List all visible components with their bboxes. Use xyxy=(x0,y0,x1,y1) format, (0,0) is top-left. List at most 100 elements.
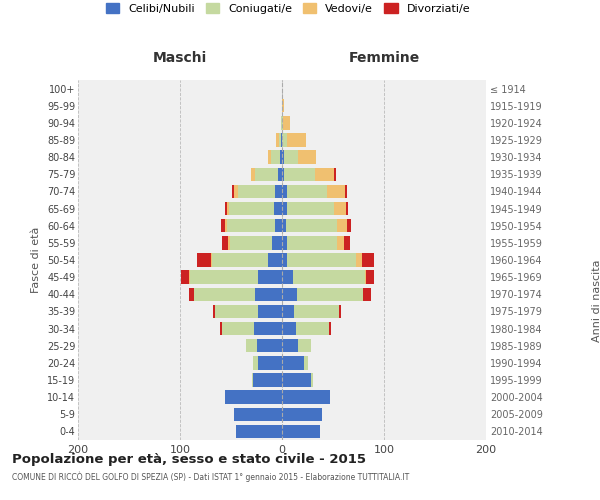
Bar xyxy=(282,424,320,438)
Bar xyxy=(227,202,229,215)
Bar xyxy=(347,219,352,232)
Text: Popolazione per età, sesso e stato civile - 2015: Popolazione per età, sesso e stato civil… xyxy=(12,452,366,466)
Bar xyxy=(227,219,275,232)
Bar xyxy=(222,236,228,250)
Text: Femmine: Femmine xyxy=(349,51,419,65)
Bar xyxy=(253,356,257,370)
Bar xyxy=(282,288,298,301)
Bar xyxy=(282,202,287,215)
Bar xyxy=(211,254,212,266)
Bar xyxy=(212,304,215,318)
Bar xyxy=(225,390,282,404)
Bar xyxy=(283,116,290,130)
Bar xyxy=(282,270,293,284)
Bar xyxy=(194,288,256,301)
Bar xyxy=(362,254,374,266)
Bar xyxy=(282,374,311,386)
Bar xyxy=(234,408,282,421)
Bar xyxy=(225,202,227,215)
Bar xyxy=(222,322,254,336)
Bar xyxy=(334,168,336,181)
Bar xyxy=(253,374,282,386)
Bar xyxy=(282,219,286,232)
Bar xyxy=(212,254,268,266)
Bar xyxy=(225,219,227,232)
Bar xyxy=(268,150,271,164)
Bar xyxy=(327,184,345,198)
Bar xyxy=(282,408,322,421)
Bar xyxy=(365,270,374,284)
Bar xyxy=(282,116,283,130)
Bar xyxy=(287,236,337,250)
Bar xyxy=(287,184,327,198)
Bar xyxy=(282,168,284,181)
Text: COMUNE DI RICCÒ DEL GOLFO DI SPEZIA (SP) - Dati ISTAT 1° gennaio 2015 - Elaboraz: COMUNE DI RICCÒ DEL GOLFO DI SPEZIA (SP)… xyxy=(12,472,409,482)
Bar xyxy=(197,254,211,266)
Bar xyxy=(284,168,314,181)
Legend: Celibi/Nubili, Coniugati/e, Vedovi/e, Divorziati/e: Celibi/Nubili, Coniugati/e, Vedovi/e, Di… xyxy=(106,3,470,14)
Bar xyxy=(282,356,304,370)
Bar xyxy=(257,304,282,318)
Bar xyxy=(282,184,287,198)
Bar xyxy=(278,168,282,181)
Bar xyxy=(337,219,347,232)
Bar xyxy=(271,150,280,164)
Text: Maschi: Maschi xyxy=(153,51,207,65)
Bar xyxy=(251,168,256,181)
Bar xyxy=(287,134,307,146)
Bar xyxy=(362,288,371,301)
Bar xyxy=(282,322,296,336)
Bar xyxy=(287,202,334,215)
Bar xyxy=(272,236,282,250)
Bar xyxy=(329,322,331,336)
Bar xyxy=(293,270,365,284)
Bar xyxy=(275,184,282,198)
Bar xyxy=(334,202,346,215)
Bar xyxy=(304,356,308,370)
Bar xyxy=(282,99,284,112)
Bar xyxy=(282,304,294,318)
Bar xyxy=(282,254,287,266)
Bar xyxy=(274,202,282,215)
Bar xyxy=(190,270,257,284)
Bar xyxy=(279,134,281,146)
Bar xyxy=(298,339,311,352)
Bar xyxy=(281,134,282,146)
Bar xyxy=(234,184,238,198)
Bar xyxy=(282,236,287,250)
Bar xyxy=(344,236,350,250)
Bar xyxy=(294,304,339,318)
Bar xyxy=(221,219,225,232)
Bar xyxy=(314,168,334,181)
Bar xyxy=(276,134,279,146)
Bar xyxy=(236,424,282,438)
Bar xyxy=(346,202,349,215)
Bar xyxy=(257,270,282,284)
Bar xyxy=(215,304,257,318)
Bar xyxy=(181,270,189,284)
Bar xyxy=(257,339,282,352)
Bar xyxy=(339,304,341,318)
Bar xyxy=(256,168,278,181)
Bar xyxy=(189,288,194,301)
Text: Anni di nascita: Anni di nascita xyxy=(592,260,600,342)
Bar xyxy=(238,184,275,198)
Bar xyxy=(189,270,190,284)
Bar xyxy=(232,184,234,198)
Bar xyxy=(282,134,287,146)
Bar xyxy=(268,254,282,266)
Bar xyxy=(287,254,356,266)
Bar xyxy=(311,374,313,386)
Bar xyxy=(256,288,282,301)
Bar xyxy=(254,322,282,336)
Bar xyxy=(229,202,274,215)
Bar xyxy=(228,236,230,250)
Bar xyxy=(280,150,282,164)
Y-axis label: Fasce di età: Fasce di età xyxy=(31,227,41,293)
Bar xyxy=(296,322,329,336)
Bar xyxy=(282,390,330,404)
Bar xyxy=(282,339,298,352)
Bar xyxy=(356,254,362,266)
Bar xyxy=(275,219,282,232)
Bar xyxy=(284,150,298,164)
